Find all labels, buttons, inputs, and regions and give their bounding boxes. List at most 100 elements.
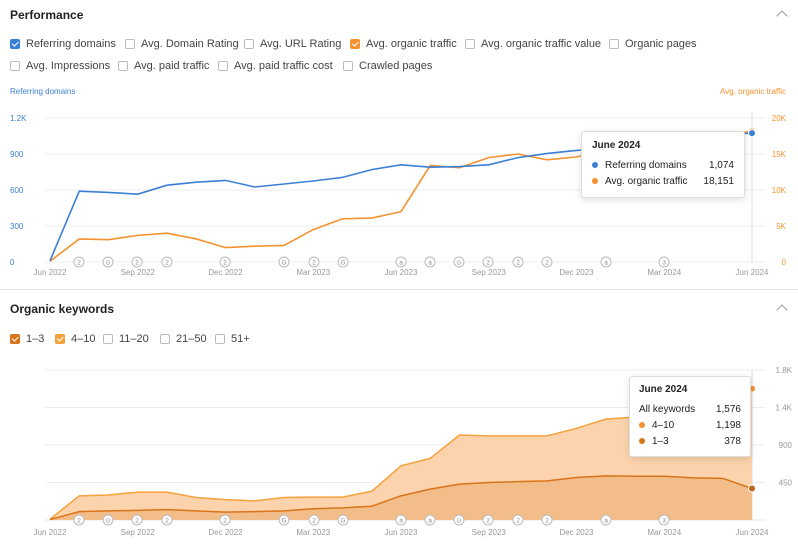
checkbox-referring-domains[interactable]: Referring domains — [10, 38, 116, 50]
annotation-marker-icon[interactable] — [424, 514, 436, 526]
checkbox-label: Referring domains — [26, 38, 116, 50]
annotation-marker-icon[interactable] — [395, 514, 407, 526]
annotation-marker-icon[interactable] — [102, 256, 114, 268]
x-axis-tick: Jun 2022 — [34, 268, 67, 277]
checkbox-avg-organic-traffic-value[interactable]: Avg. organic traffic value — [465, 38, 601, 50]
annotation-marker-icon[interactable] — [600, 256, 612, 268]
tooltip-label: 1–3 — [652, 435, 669, 447]
checkbox-label: 1–3 — [26, 333, 45, 345]
annotation-marker-icon[interactable] — [73, 256, 85, 268]
checked-box-icon[interactable] — [10, 39, 20, 49]
annotation-label: 2 — [486, 260, 490, 267]
unchecked-box-icon[interactable] — [215, 334, 225, 344]
right-axis-tick: 1.8K — [776, 366, 793, 375]
tooltip-value: 1,576 — [715, 403, 741, 415]
annotation-marker-icon[interactable] — [161, 514, 173, 526]
annotation-marker-icon[interactable] — [658, 256, 670, 268]
annotation-marker-icon[interactable] — [482, 514, 494, 526]
annotation-marker-icon[interactable] — [395, 256, 407, 268]
tooltip-label: 4–10 — [652, 419, 675, 431]
checked-box-icon[interactable] — [350, 39, 360, 49]
annotation-label: a — [428, 260, 432, 267]
annotation-marker-icon[interactable] — [541, 514, 553, 526]
checked-box-icon[interactable] — [10, 334, 20, 344]
checkbox-label: Avg. URL Rating — [260, 38, 342, 50]
annotation-marker-icon[interactable] — [131, 256, 143, 268]
checkbox-51[interactable]: 51+ — [215, 333, 250, 345]
annotation-marker-icon[interactable] — [278, 256, 290, 268]
checkbox-1-3[interactable]: 1–3 — [10, 333, 44, 345]
unchecked-box-icon[interactable] — [103, 334, 113, 344]
right-axis-tick: 0 — [782, 258, 787, 267]
checkbox-avg-domain-rating[interactable]: Avg. Domain Rating — [125, 38, 239, 50]
unchecked-box-icon[interactable] — [609, 39, 619, 49]
x-axis-tick: Jun 2023 — [385, 268, 418, 277]
annotation-label: ⊙ — [456, 518, 462, 525]
x-axis-tick: Jun 2024 — [736, 528, 769, 537]
annotation-marker-icon[interactable] — [102, 514, 114, 526]
annotation-marker-icon[interactable] — [453, 256, 465, 268]
checkbox-avg-url-rating[interactable]: Avg. URL Rating — [244, 38, 341, 50]
annotation-marker-icon[interactable] — [541, 256, 553, 268]
tooltip-row-avg-organic-traffic: Avg. organic traffic 18,151 — [592, 173, 734, 189]
checkbox-organic-pages[interactable]: Organic pages — [609, 38, 697, 50]
checkbox-label: Avg. Impressions — [26, 60, 111, 72]
annotation-marker-icon[interactable] — [337, 256, 349, 268]
annotation-label: 2 — [223, 518, 227, 525]
unchecked-box-icon[interactable] — [244, 39, 254, 49]
left-axis-tick: 300 — [10, 222, 24, 231]
annotation-marker-icon[interactable] — [337, 514, 349, 526]
unchecked-box-icon[interactable] — [125, 39, 135, 49]
checkbox-avg-impressions[interactable]: Avg. Impressions — [10, 60, 110, 72]
annotation-marker-icon[interactable] — [658, 514, 670, 526]
series-dot-icon — [592, 178, 598, 184]
x-axis-tick: Dec 2023 — [559, 528, 594, 537]
checkbox-4-10[interactable]: 4–10 — [55, 333, 95, 345]
tooltip-label: All keywords — [639, 403, 696, 415]
checkbox-avg-paid-traffic[interactable]: Avg. paid traffic — [118, 60, 209, 72]
unchecked-box-icon[interactable] — [218, 61, 228, 71]
annotation-marker-icon[interactable] — [219, 514, 231, 526]
annotation-label: 2 — [223, 260, 227, 267]
checked-box-icon[interactable] — [55, 334, 65, 344]
annotation-marker-icon[interactable] — [308, 256, 320, 268]
unchecked-box-icon[interactable] — [10, 61, 20, 71]
checkbox-11-20[interactable]: 11–20 — [103, 333, 149, 345]
annotation-label: 2 — [135, 260, 139, 267]
annotation-marker-icon[interactable] — [219, 256, 231, 268]
annotation-marker-icon[interactable] — [512, 256, 524, 268]
x-axis-tick: Dec 2022 — [208, 268, 243, 277]
left-axis-tick: 1.2K — [10, 114, 27, 123]
annotation-marker-icon[interactable] — [482, 256, 494, 268]
checkbox-21-50[interactable]: 21–50 — [160, 333, 207, 345]
annotation-marker-icon[interactable] — [73, 514, 85, 526]
annotation-marker-icon[interactable] — [600, 514, 612, 526]
unchecked-box-icon[interactable] — [465, 39, 475, 49]
tooltip-value: 18,151 — [703, 175, 734, 187]
annotation-marker-icon[interactable] — [161, 256, 173, 268]
annotation-marker-icon[interactable] — [308, 514, 320, 526]
left-axis-title: Referring domains — [10, 87, 76, 96]
annotation-marker-icon[interactable] — [424, 256, 436, 268]
annotation-marker-icon[interactable] — [278, 514, 290, 526]
unchecked-box-icon[interactable] — [343, 61, 353, 71]
annotation-label: 2 — [165, 518, 169, 525]
tooltip-label: Referring domains — [605, 159, 687, 171]
annotation-marker-icon[interactable] — [512, 514, 524, 526]
unchecked-box-icon[interactable] — [118, 61, 128, 71]
checkbox-avg-paid-traffic-cost[interactable]: Avg. paid traffic cost — [218, 60, 333, 72]
tooltip-label: Avg. organic traffic — [605, 175, 688, 187]
annotation-marker-icon[interactable] — [131, 514, 143, 526]
checkbox-crawled-pages[interactable]: Crawled pages — [343, 60, 432, 72]
checkbox-avg-organic-traffic[interactable]: Avg. organic traffic — [350, 38, 457, 50]
tooltip-value: 1,074 — [708, 159, 734, 171]
checkbox-label: Avg. organic traffic — [366, 38, 457, 50]
x-axis-tick: Sep 2022 — [121, 268, 156, 277]
right-axis-tick: 450 — [779, 479, 793, 488]
annotation-label: ⊙ — [105, 518, 111, 525]
unchecked-box-icon[interactable] — [160, 334, 170, 344]
annotation-label: a — [428, 518, 432, 525]
annotation-label: 2 — [312, 518, 316, 525]
annotation-marker-icon[interactable] — [453, 514, 465, 526]
